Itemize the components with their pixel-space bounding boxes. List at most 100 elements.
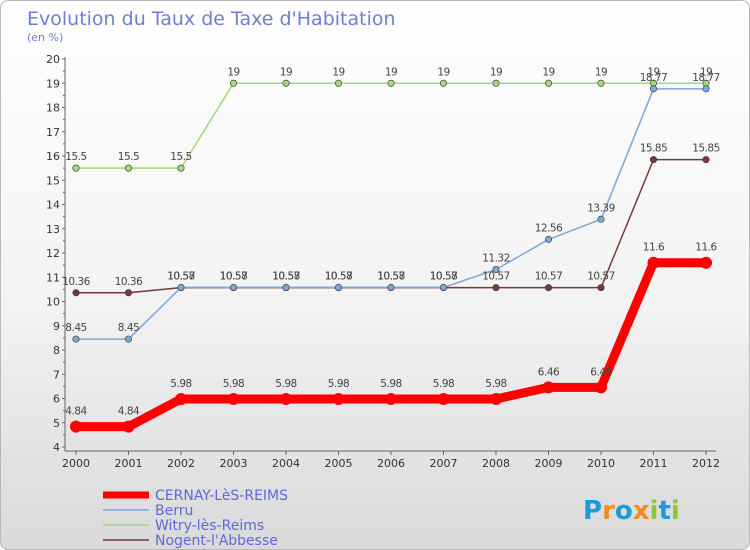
y-tick-label: 17: [46, 126, 60, 139]
x-tick-label: 2003: [220, 457, 248, 470]
logo-letter: r: [602, 496, 615, 526]
data-point: [72, 164, 80, 172]
data-point: [72, 335, 80, 343]
data-label: 19: [647, 66, 659, 78]
data-label: 6.46: [538, 366, 560, 378]
data-label: 8.45: [118, 322, 139, 334]
data-point: [385, 392, 397, 405]
y-tick-label: 7: [53, 368, 60, 381]
series-layer: [70, 79, 712, 433]
chart-title: Evolution du Taux de Taxe d'Habitation: [27, 8, 396, 30]
data-point: [439, 79, 447, 87]
data-label: 5.98: [328, 378, 349, 390]
data-label: 10.36: [115, 276, 143, 288]
data-point: [177, 283, 185, 291]
data-label: 5.98: [275, 378, 296, 390]
data-label: 11.6: [695, 242, 717, 254]
data-label: 5.98: [433, 378, 454, 390]
y-tick-label: 9: [53, 320, 60, 333]
x-tick-label: 2009: [535, 457, 563, 470]
data-point: [282, 283, 290, 291]
data-label: 10.57: [482, 271, 510, 283]
data-label: 5.98: [380, 378, 401, 390]
data-label: 10.58: [167, 270, 195, 282]
data-point: [492, 79, 500, 87]
data-label: 4.84: [118, 406, 140, 418]
data-label: 19: [542, 66, 554, 78]
legend-label: CERNAY-LèS-REIMS: [155, 488, 288, 504]
data-point: [597, 79, 605, 87]
data-point: [230, 283, 238, 291]
data-label: 4.84: [65, 406, 87, 418]
x-tick-label: 2000: [62, 457, 90, 470]
data-label: 15.5: [170, 151, 191, 163]
data-point: [492, 284, 500, 292]
logo-letter: x: [633, 496, 650, 526]
data-point: [334, 283, 342, 291]
legend-label: Berru: [155, 503, 193, 519]
data-label: 19: [385, 66, 397, 78]
data-label: 10.36: [62, 276, 90, 288]
data-point: [700, 256, 712, 269]
logo-letter: i: [650, 496, 659, 526]
data-label: 10.57: [167, 271, 195, 283]
data-label: 10.57: [325, 271, 353, 283]
data-label: 19: [437, 66, 449, 78]
axes: 4 5 6 7 8 9 10 11 12 13 14 15 16 17 18 19 20 2000 2001 2002…: [46, 53, 720, 470]
data-point: [544, 284, 552, 292]
data-label: 10.58: [377, 270, 405, 282]
data-point: [649, 156, 657, 164]
data-point: [280, 392, 292, 405]
data-label: 10.57: [430, 271, 458, 283]
data-point: [492, 265, 500, 273]
x-tick-label: 2002: [167, 457, 195, 470]
data-point: [647, 256, 660, 269]
data-point: [544, 79, 552, 87]
data-point: [702, 85, 710, 93]
x-tick-label: 2005: [325, 457, 353, 470]
legend-label: Nogent-l'Abbesse: [155, 533, 278, 549]
y-tick-label: 14: [46, 199, 60, 212]
data-point: [649, 85, 657, 93]
y-tick-label: 4: [53, 441, 60, 454]
x-tick-label: 2010: [587, 457, 615, 470]
data-point: [227, 392, 240, 405]
data-label: 15.5: [118, 151, 139, 163]
y-tick-label: 15: [46, 174, 60, 187]
y-tick-label: 5: [53, 417, 60, 430]
data-point: [544, 235, 552, 243]
data-point: [177, 164, 185, 172]
data-point: [125, 164, 133, 172]
data-label: 15.85: [692, 143, 720, 155]
series-0: [70, 256, 712, 433]
x-tick-label: 2007: [430, 457, 458, 470]
data-point: [387, 79, 395, 87]
x-tick-label: 2006: [377, 457, 405, 470]
data-point: [595, 381, 607, 394]
data-label: 12.56: [535, 222, 563, 234]
data-point: [175, 392, 187, 405]
data-label: 10.57: [535, 271, 563, 283]
data-label: 10.57: [587, 271, 615, 283]
data-point: [70, 420, 82, 433]
data-label: 11.6: [643, 242, 665, 254]
data-label: 6.46: [590, 366, 612, 378]
data-label: 13.39: [587, 202, 615, 214]
data-label: 19: [280, 66, 292, 78]
data-label: 10.58: [272, 270, 300, 282]
data-label: 19: [490, 66, 502, 78]
y-tick-label: 19: [46, 77, 60, 90]
data-point: [490, 392, 502, 405]
y-tick-label: 6: [53, 393, 60, 406]
data-point: [542, 381, 555, 394]
data-label: 10.58: [430, 270, 458, 282]
x-tick-label: 2012: [692, 457, 720, 470]
logo-letter: P: [583, 496, 602, 526]
data-point: [72, 289, 80, 297]
legend-label: Witry-lès-Reims: [155, 518, 264, 534]
data-labels: 15.5 15.5 15.5 19 19 19 19 19 19 19 19 19 19 10.36 10.…: [62, 66, 720, 417]
data-label: 18.77: [692, 72, 720, 84]
y-tick-label: 11: [46, 271, 60, 284]
